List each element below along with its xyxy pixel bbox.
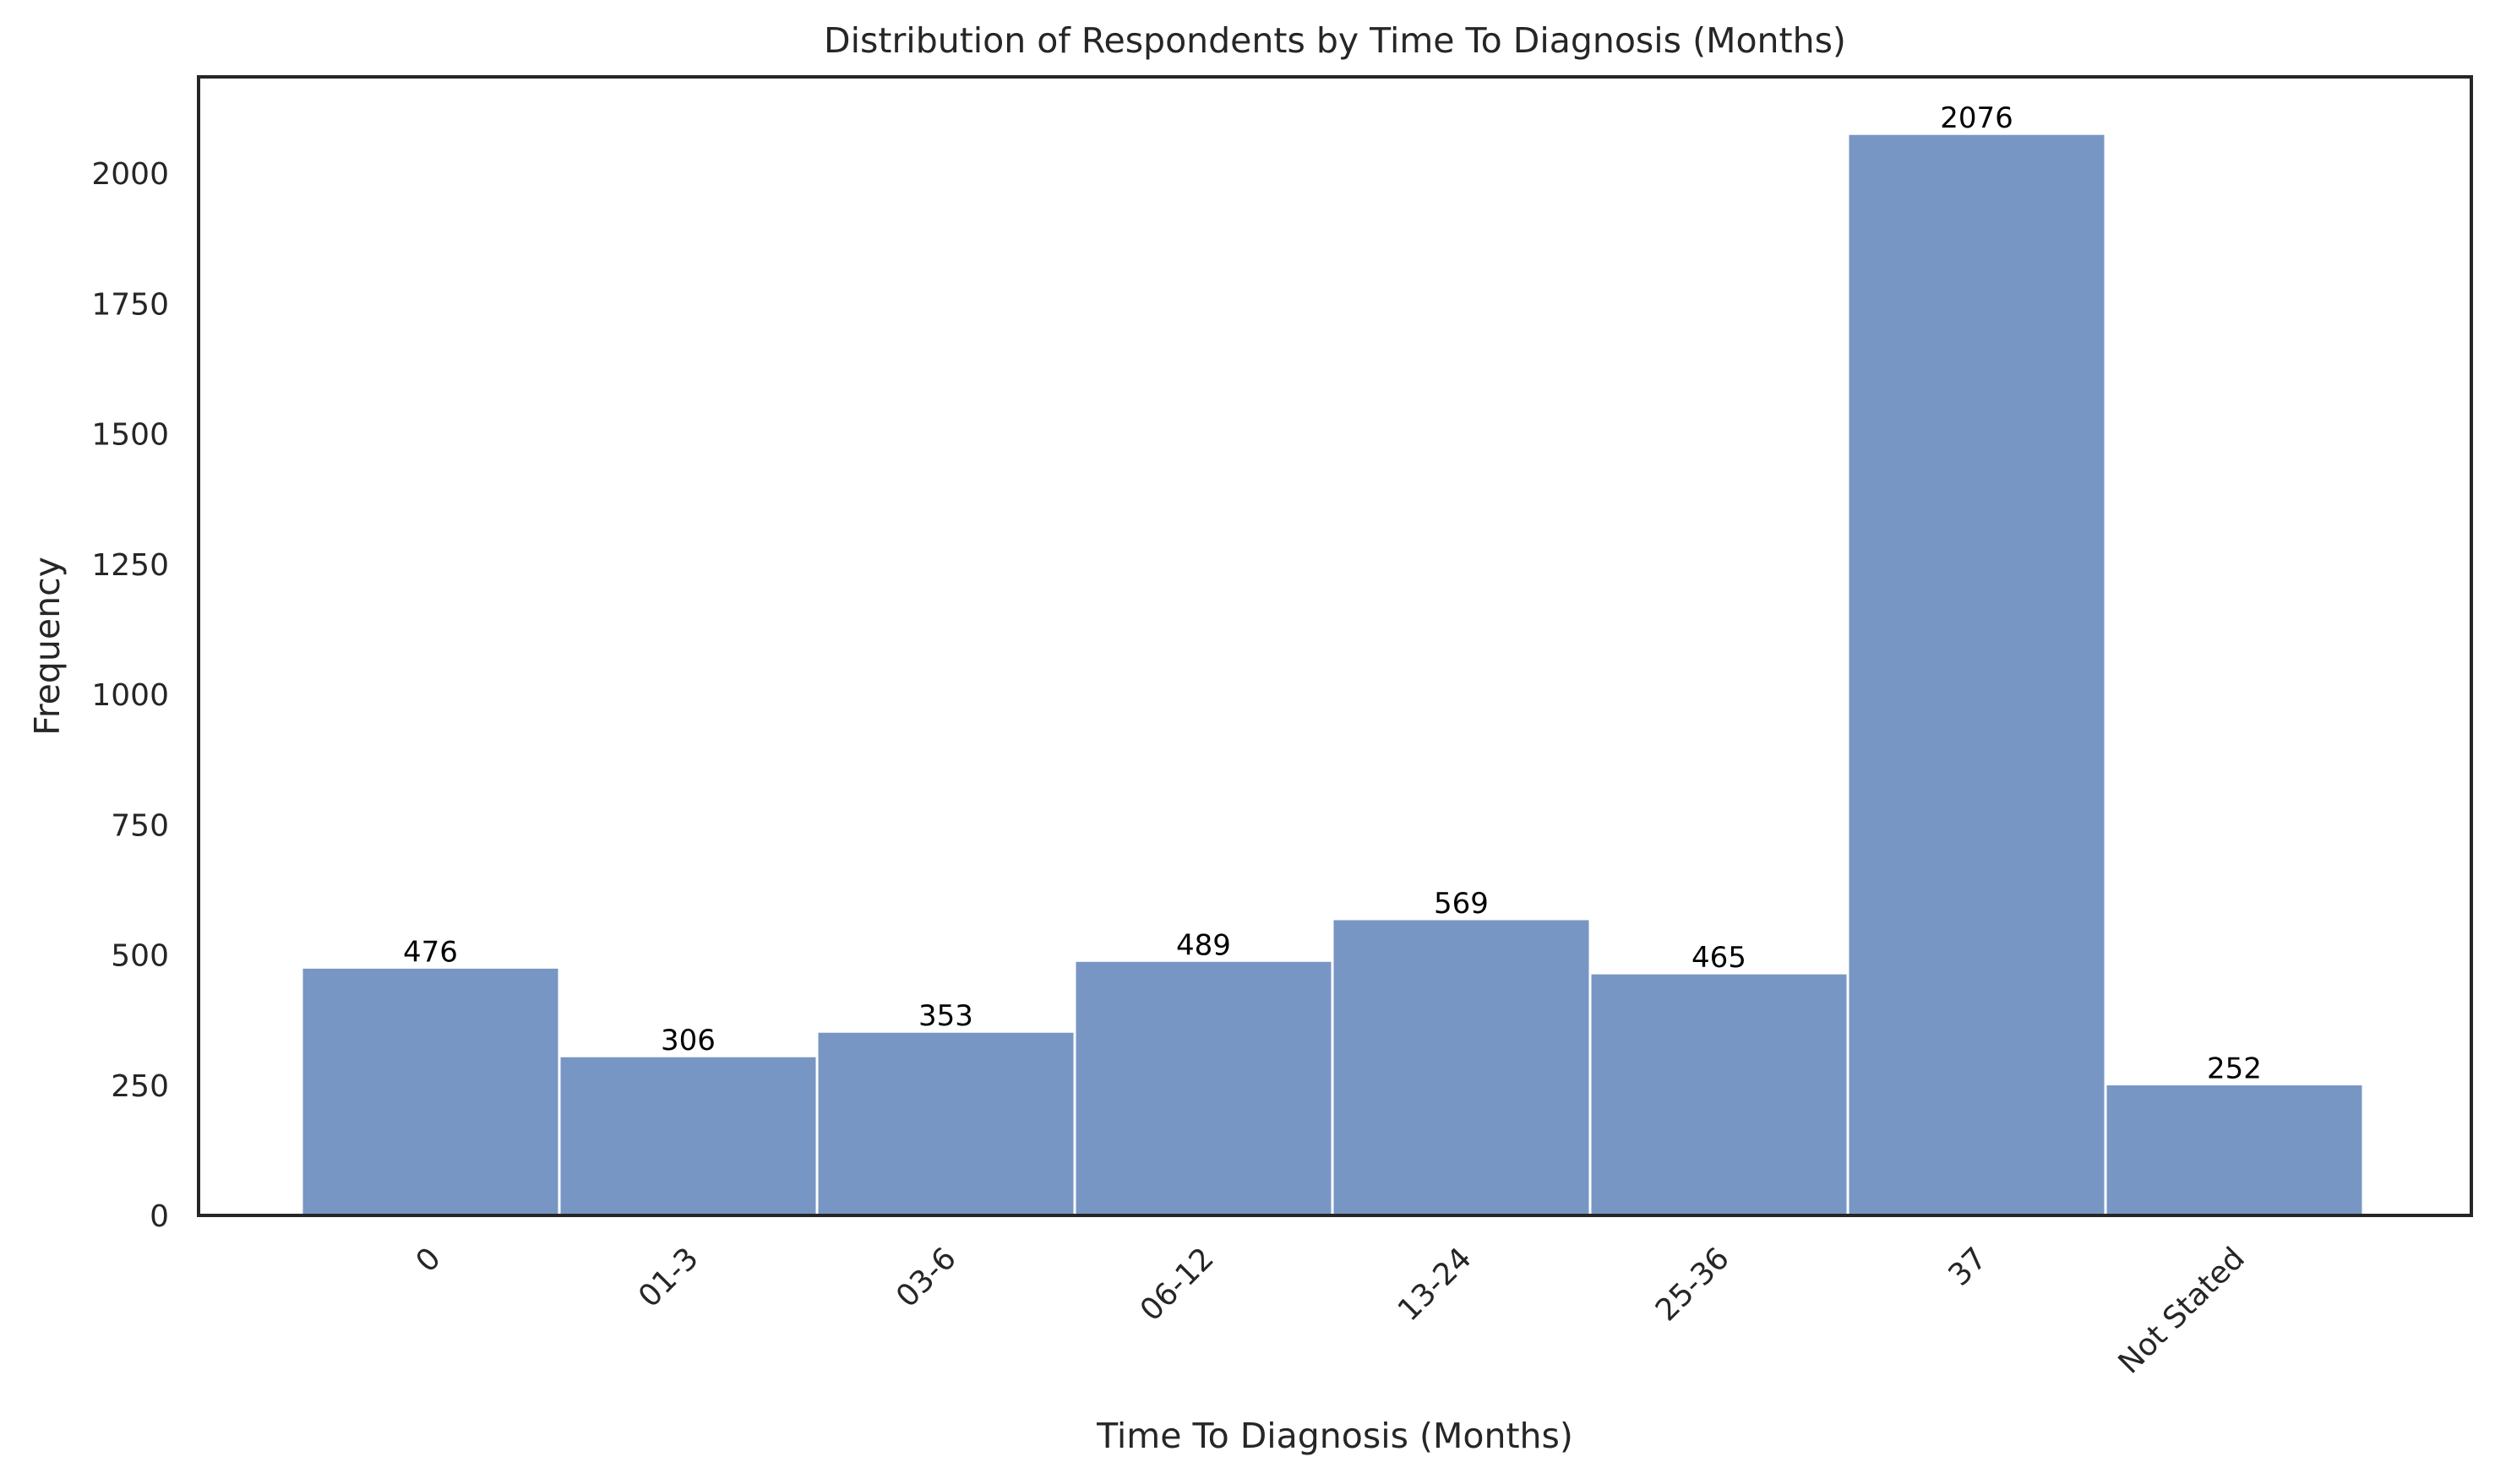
- data-label-2: 306: [661, 1024, 716, 1057]
- x-tick-label-8: Not Stated: [2112, 1241, 2252, 1380]
- x-tick-label-6: 25-36: [1649, 1241, 1736, 1328]
- y-tick-label-8: 1750: [91, 287, 169, 322]
- x-axis-label: Time To Diagnosis (Months): [1096, 1416, 1573, 1456]
- y-tick-label-9: 2000: [91, 157, 169, 192]
- bar-3: [815, 1030, 1076, 1217]
- x-axis-ticks: 0 01-3 03-6 06-12 13-24 25-36 37 Not Stated: [410, 1241, 2252, 1380]
- data-label-1: 476: [403, 935, 458, 969]
- y-tick-label-1: 0: [150, 1199, 169, 1234]
- data-label-4: 489: [1176, 928, 1231, 962]
- bars-group: [300, 132, 2365, 1217]
- data-labels-group: 476 306 353 489 569 465 2076 252: [403, 101, 2262, 1085]
- bar-6: [1588, 971, 1849, 1217]
- bar-2: [558, 1054, 819, 1217]
- y-tick-label-5: 1000: [91, 678, 169, 713]
- chart-title: Distribution of Respondents by Time To D…: [824, 20, 1846, 61]
- y-axis-label: Frequency: [27, 557, 68, 736]
- y-tick-label-3: 500: [111, 939, 169, 974]
- x-tick-label-1: 0: [410, 1241, 448, 1279]
- data-label-5: 569: [1434, 887, 1489, 921]
- data-label-6: 465: [1691, 941, 1746, 975]
- y-tick-label-2: 250: [111, 1069, 169, 1104]
- x-tick-label-4: 06-12: [1134, 1241, 1221, 1328]
- y-tick-label-4: 750: [111, 808, 169, 843]
- bar-7: [1846, 132, 2107, 1217]
- x-tick-label-3: 03-6: [890, 1241, 963, 1314]
- data-label-8: 252: [2207, 1052, 2262, 1086]
- bar-5: [1331, 917, 1592, 1217]
- x-tick-label-5: 13-24: [1392, 1241, 1479, 1328]
- bar-1: [300, 965, 561, 1217]
- bar-8: [2104, 1083, 2365, 1217]
- plot-frame: [197, 75, 2473, 1217]
- data-label-7: 2076: [1940, 101, 2013, 135]
- y-axis-ticks: 0 250 500 750 1000 1250 1500 1750 2000: [91, 157, 169, 1234]
- bar-4: [1073, 959, 1334, 1217]
- y-tick-label-7: 1500: [91, 418, 169, 453]
- x-tick-label-2: 01-3: [632, 1241, 705, 1314]
- x-tick-label-7: 37: [1942, 1241, 1993, 1292]
- y-tick-label-6: 1250: [91, 548, 169, 583]
- data-label-3: 353: [918, 999, 973, 1033]
